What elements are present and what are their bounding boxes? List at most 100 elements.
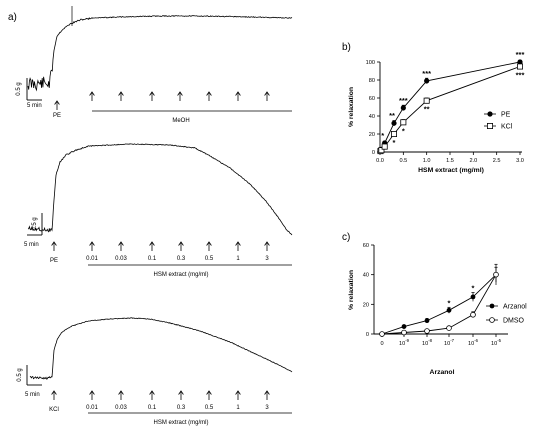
dose-arrow xyxy=(206,91,212,101)
dose-arrows xyxy=(89,91,270,101)
dose-arrow xyxy=(149,390,155,400)
significance-marker: * xyxy=(472,283,475,292)
dose-label: 0.01 xyxy=(86,256,98,262)
axis-ticks: 0 10-9 10-8 10-7 10-6 10-5 0 20 40 60 xyxy=(363,243,502,347)
x-tick-label: 10-7 xyxy=(444,338,455,347)
dose-arrow xyxy=(177,91,183,101)
dose-arrow xyxy=(118,91,124,101)
y-tick-label: 20 xyxy=(363,302,369,308)
significance-marker: * xyxy=(448,298,451,307)
scale-label-force: 0.5 g xyxy=(17,368,23,381)
significance-marker: * xyxy=(393,138,396,147)
dose-arrow xyxy=(89,91,95,101)
significance-group: ** xyxy=(448,283,475,307)
dose-label: 0.3 xyxy=(177,405,186,411)
y-axis-label: % relaxation xyxy=(348,87,355,127)
scale-label-time: 5 min xyxy=(27,103,42,109)
y-tick-label: 60 xyxy=(363,243,369,249)
dose-label: 1 xyxy=(236,256,240,262)
dose-label: 0.03 xyxy=(115,256,127,262)
point-kcl xyxy=(400,119,407,126)
x-tick-label: 0.0 xyxy=(376,158,384,164)
point-dmso xyxy=(379,331,385,337)
treatment-label: MeOH xyxy=(172,118,189,124)
scale-label-time: 5 min xyxy=(25,392,40,398)
point-kcl xyxy=(423,97,430,104)
arrow-agent xyxy=(51,241,57,251)
x-tick-label: 10-5 xyxy=(491,338,502,347)
treatment-label: HSM extract (mg/ml) xyxy=(153,420,208,426)
tension-trace xyxy=(27,143,293,236)
legend-marker-pe xyxy=(487,111,493,117)
dose-label: 0.03 xyxy=(115,405,127,411)
x-tick-label: 1.5 xyxy=(446,158,454,164)
dose-label: 0.5 xyxy=(205,405,214,411)
significance-marker: ** xyxy=(424,105,430,114)
trace-kcl-hsm-extract: 0.5 g 5 min KCl 0.01 0.03 0.1 0.3 0.5 1 3 HSM … xyxy=(17,317,293,426)
dose-label: 0.5 xyxy=(205,256,214,262)
y-tick-label: 0 xyxy=(366,332,369,338)
series-group xyxy=(377,59,524,155)
panel-b-label: b) xyxy=(342,42,351,53)
x-tick-label: 0.5 xyxy=(399,158,407,164)
legend-marker-dmso xyxy=(489,317,495,323)
y-tick-label: 20 xyxy=(369,132,375,138)
dose-label: 3 xyxy=(265,405,269,411)
dose-label: 0.01 xyxy=(86,405,98,411)
scale-label-force: 0.5 g xyxy=(32,217,38,230)
panel-c-label: c) xyxy=(342,232,350,243)
dose-arrow xyxy=(235,390,241,400)
point-pe xyxy=(400,105,406,111)
dose-arrows: 0.01 0.03 0.1 0.3 0.5 1 3 xyxy=(86,241,270,262)
significance-marker: *** xyxy=(516,71,525,80)
dose-label: 1 xyxy=(236,405,240,411)
point-dmso xyxy=(446,325,452,331)
point-kcl xyxy=(517,63,524,70)
series-group xyxy=(379,263,499,337)
point-dmso xyxy=(493,271,499,278)
point-pe xyxy=(424,78,430,84)
dose-arrow xyxy=(178,241,184,251)
dose-arrows: 0.01 0.03 0.1 0.3 0.5 1 3 xyxy=(86,390,270,411)
point-arzanol xyxy=(424,318,430,324)
agent-label: PE xyxy=(53,113,61,119)
legend-label-kcl: KCl xyxy=(501,124,513,131)
significance-marker: *** xyxy=(399,96,408,105)
point-dmso xyxy=(424,328,430,334)
series-line-dmso xyxy=(381,274,497,335)
dose-arrow xyxy=(118,390,124,400)
tension-trace xyxy=(27,15,293,92)
x-tick-label: 10-6 xyxy=(468,338,479,347)
x-tick-label: 3.0 xyxy=(516,158,524,164)
dose-label: 0.3 xyxy=(177,256,186,262)
scale-label-force: 0.5 g xyxy=(16,82,22,95)
y-tick-label: 80 xyxy=(369,78,375,84)
dose-arrow xyxy=(149,91,155,101)
dose-arrow xyxy=(206,241,212,251)
dose-arrow xyxy=(264,241,270,251)
x-tick-label: 2.0 xyxy=(469,158,477,164)
point-pe xyxy=(517,59,523,65)
treatment-label: HSM extract (mg/ml) xyxy=(153,272,208,278)
x-tick-label: 10-9 xyxy=(399,338,410,347)
panel-a-label: a) xyxy=(8,12,17,23)
dose-arrow xyxy=(264,390,270,400)
y-tick-label: 100 xyxy=(366,60,375,66)
point-arzanol xyxy=(446,307,452,313)
dose-label: 0.1 xyxy=(148,256,157,262)
x-tick-label: 1.0 xyxy=(423,158,431,164)
legend-marker-kcl xyxy=(486,123,493,130)
y-tick-label: 60 xyxy=(369,96,375,102)
point-arzanol xyxy=(470,294,476,300)
dose-arrow xyxy=(89,390,95,400)
series-line-arzanol xyxy=(381,274,497,335)
dose-arrow xyxy=(235,91,241,101)
scale-label-time: 5 min xyxy=(24,242,39,248)
x-tick-label: 2.5 xyxy=(493,158,501,164)
point-dmso xyxy=(470,311,476,318)
significance-marker: * xyxy=(381,131,384,140)
legend-label-pe: PE xyxy=(501,112,511,119)
dose-arrow xyxy=(206,390,212,400)
